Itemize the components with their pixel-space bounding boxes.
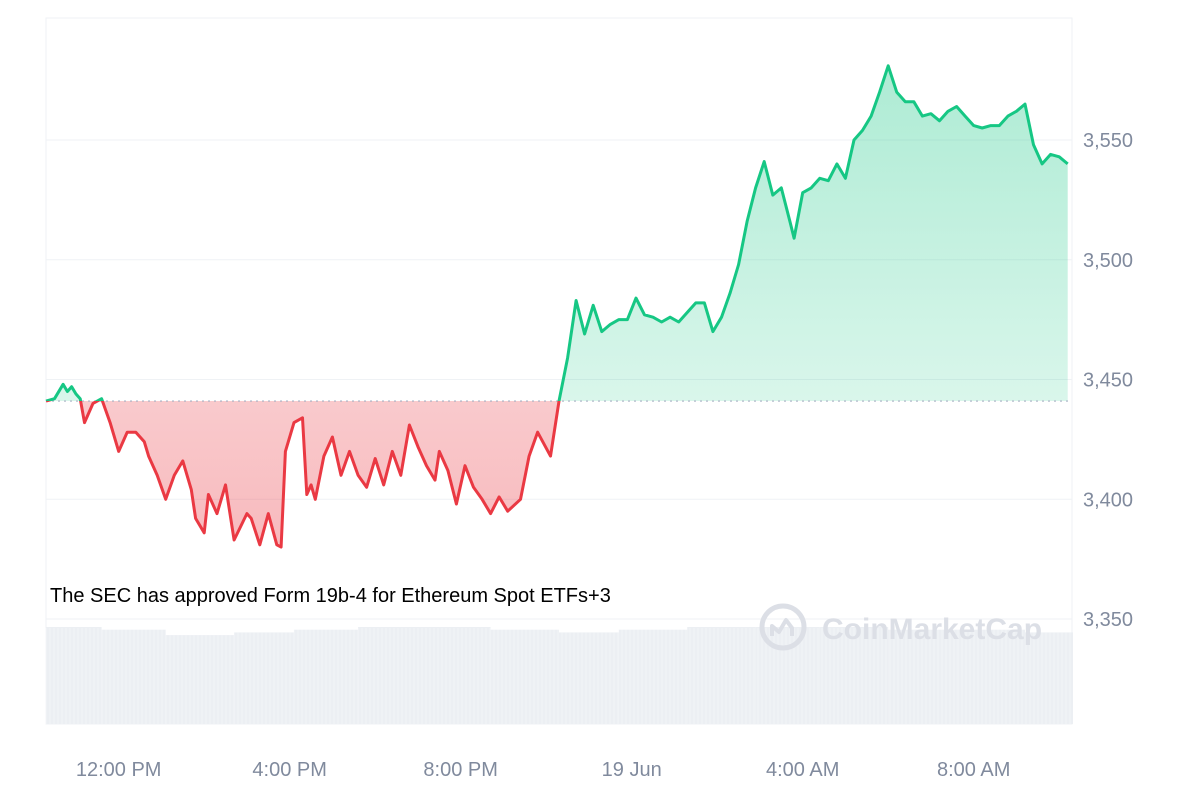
x-tick-label: 4:00 PM: [252, 759, 326, 781]
volume-bar: [358, 627, 427, 724]
price-area-down: [46, 401, 1068, 548]
volume-bar: [687, 627, 756, 724]
x-tick-label: 4:00 AM: [766, 759, 839, 781]
x-axis-ticks: 12:00 PM 4:00 PM 8:00 PM 19 Jun 4:00 AM 8:00 …: [76, 759, 1010, 781]
price-line: [45, 64, 1069, 549]
coinmarketcap-logo-icon: [759, 603, 807, 651]
price-line-down: [45, 401, 561, 549]
volume-bar: [559, 632, 619, 724]
x-tick-label: 12:00 PM: [76, 759, 162, 781]
x-tick-label: 8:00 AM: [937, 759, 1010, 781]
price-area-up: [46, 65, 1068, 402]
price-area: [46, 65, 1068, 548]
x-tick-label: 19 Jun: [602, 759, 662, 781]
volume-bar: [1024, 632, 1072, 724]
volume-bar: [46, 627, 102, 724]
volume-bar: [165, 635, 235, 724]
volume-bar: [1072, 632, 1073, 724]
volume-bar: [888, 629, 957, 724]
y-tick-label: 3,550: [1083, 130, 1133, 152]
volume-bar: [293, 629, 359, 724]
y-axis-ticks: 3,350 3,400 3,450 3,500 3,550: [1083, 130, 1133, 631]
watermark: CoinMarketCap: [759, 603, 1042, 651]
volume-bars: [45, 627, 1073, 724]
y-tick-label: 3,500: [1083, 250, 1133, 272]
volume-bar: [618, 629, 688, 724]
volume-bar: [819, 627, 889, 724]
price-line-up: [45, 64, 1069, 402]
news-annotation[interactable]: The SEC has approved Form 19b-4 for Ethe…: [50, 585, 611, 607]
volume-bar: [490, 629, 559, 724]
volume-bar: [101, 629, 166, 724]
y-tick-label: 3,450: [1083, 370, 1133, 392]
y-tick-label: 3,400: [1083, 489, 1133, 511]
volume-bar: [234, 632, 294, 724]
volume-bar: [956, 629, 1025, 724]
volume-bar: [426, 627, 491, 724]
y-tick-label: 3,350: [1083, 609, 1133, 631]
svg-text:CoinMarketCap: CoinMarketCap: [822, 613, 1042, 646]
x-tick-label: 8:00 PM: [423, 759, 497, 781]
